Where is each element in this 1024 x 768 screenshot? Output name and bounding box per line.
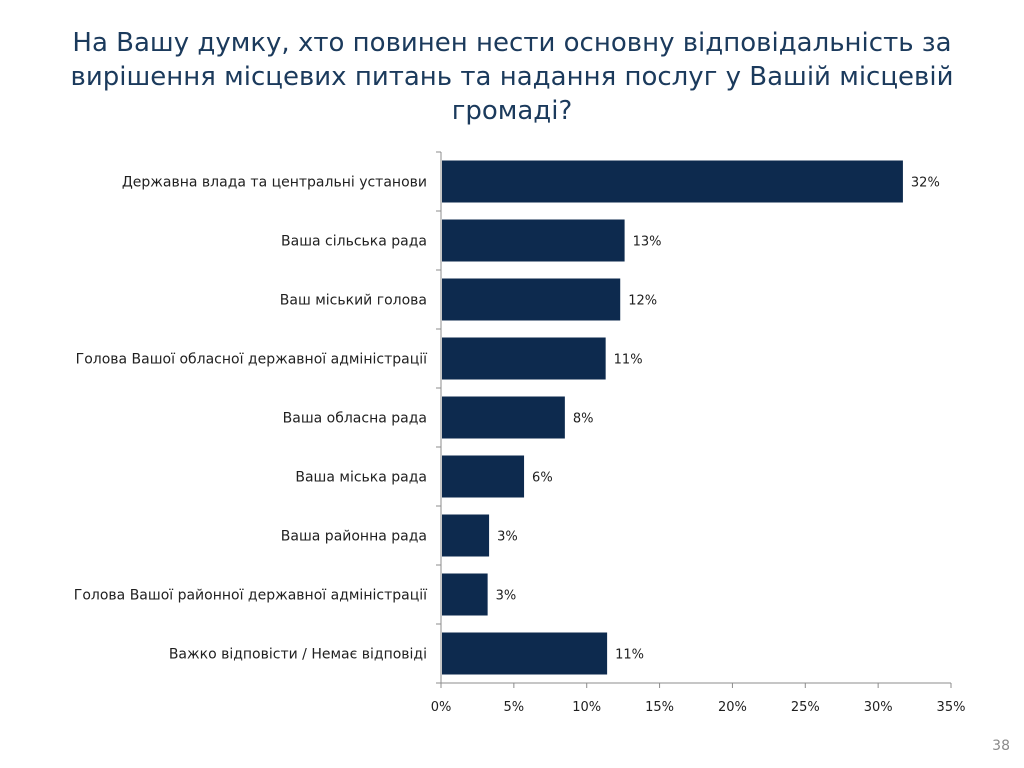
slide-title: На Вашу думку, хто повинен нести основну… [70,28,954,126]
x-tick-label: 15% [645,700,674,715]
x-tick-label: 5% [504,700,525,715]
bar [442,573,488,616]
data-label: 12% [628,294,657,309]
category-label: Ваша сільська рада [281,234,427,250]
data-label: 8% [573,412,594,427]
data-label: 11% [615,648,644,663]
bar [442,160,903,203]
bar [442,514,490,557]
x-tick-label: 10% [572,700,601,715]
data-label: 3% [497,530,518,545]
data-label: 3% [496,589,517,604]
category-label: Ваша районна рада [281,529,427,545]
data-label: 13% [633,235,662,250]
bar [442,219,625,262]
category-label: Голова Вашої районної державної адмініст… [74,588,427,604]
bar [442,455,525,498]
bar [442,278,621,321]
category-label: Ваша міська рада [295,470,427,486]
x-tick-label: 0% [431,700,452,715]
bar [442,337,606,380]
bar [442,632,608,675]
data-label: 32% [911,176,940,191]
category-label: Державна влада та центральні установи [122,175,427,191]
x-tick-label: 20% [718,700,747,715]
chart-axes: 0% 5% 10% 15% 20% 25% 30% 35% [431,151,966,715]
data-label: 11% [614,353,643,368]
category-label: Важко відповісти / Немає відповіді [169,647,427,663]
page-number: 38 [992,738,1010,754]
x-tick-label: 25% [791,700,820,715]
data-label: 6% [532,471,553,486]
chart-labels: Державна влада та центральні установи 32%… [74,175,940,663]
category-label: Голова Вашої обласної державної адмініст… [76,352,427,368]
x-tick-label: 30% [864,700,893,715]
bar [442,396,565,439]
category-label: Ваша обласна рада [283,411,427,427]
chart-bars [442,160,903,675]
x-tick-label: 35% [937,700,966,715]
category-label: Ваш міський голова [280,293,427,309]
